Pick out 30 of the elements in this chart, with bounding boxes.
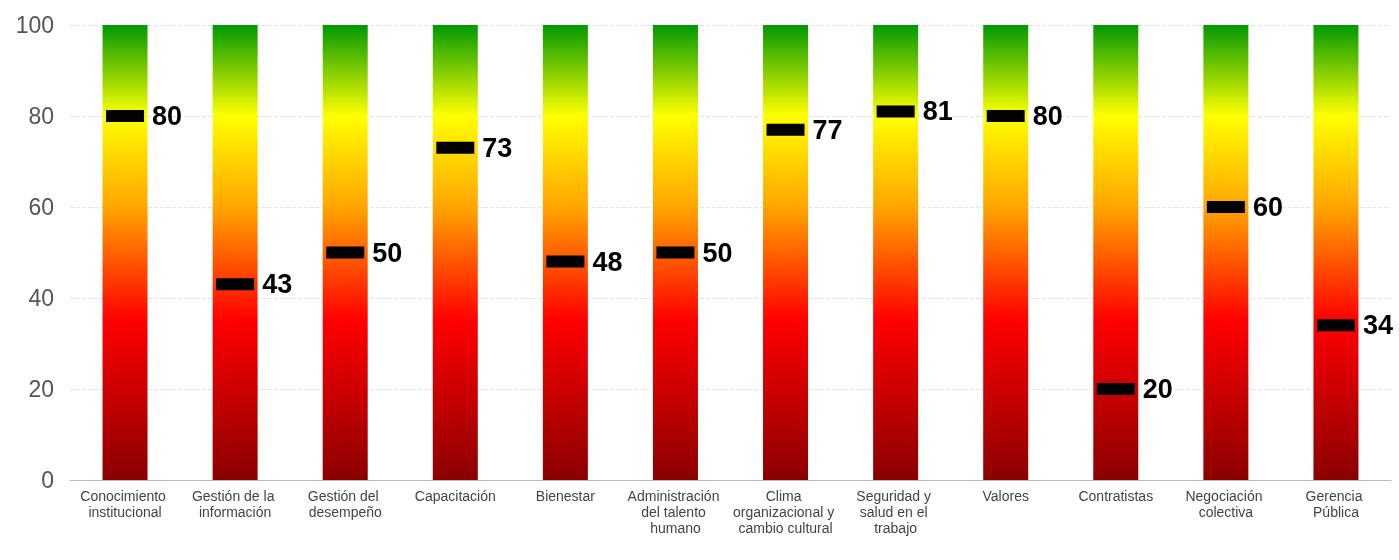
x-tick-label: Conocimiento institucional — [80, 488, 170, 520]
x-tick-label: Gestión de la información — [191, 488, 279, 520]
x-tick-label: Seguridad y salud en el trabajo — [856, 488, 935, 536]
x-tick-label: Clima organizacional y cambio cultural — [733, 488, 839, 536]
data-label: 43 — [262, 269, 293, 300]
x-tick-label: Gestión del desempeño — [307, 488, 383, 520]
x-tick-label: Contratistas — [1078, 488, 1154, 504]
data-label: 34 — [1362, 310, 1394, 341]
data-label: 60 — [1252, 192, 1283, 222]
x-tick-label: Administración del talento humano — [627, 488, 724, 536]
x-tick-label: Bienestar — [535, 488, 596, 504]
data-label: 77 — [812, 114, 843, 145]
data-label: 20 — [1142, 374, 1173, 404]
data-label: 50 — [372, 237, 403, 268]
y-tick-label: 100 — [15, 12, 54, 38]
x-tick-label: Valores — [982, 488, 1029, 504]
x-tick-label: Gerencia Pública — [1305, 488, 1367, 520]
y-tick-label: 0 — [41, 467, 54, 493]
data-label: 48 — [592, 246, 623, 277]
data-label: 81 — [922, 96, 953, 127]
data-label: 50 — [702, 237, 733, 268]
y-tick-label: 40 — [28, 285, 54, 311]
y-tick-label: 20 — [28, 376, 54, 402]
data-label: 80 — [152, 101, 183, 131]
x-tick-label: Negociación colectiva — [1185, 488, 1267, 520]
data-label: 73 — [482, 132, 513, 163]
y-tick-label: 60 — [28, 194, 54, 220]
y-tick-label: 80 — [28, 103, 54, 129]
x-tick-label: Capacitación — [414, 488, 496, 504]
data-label: 80 — [1032, 101, 1063, 131]
